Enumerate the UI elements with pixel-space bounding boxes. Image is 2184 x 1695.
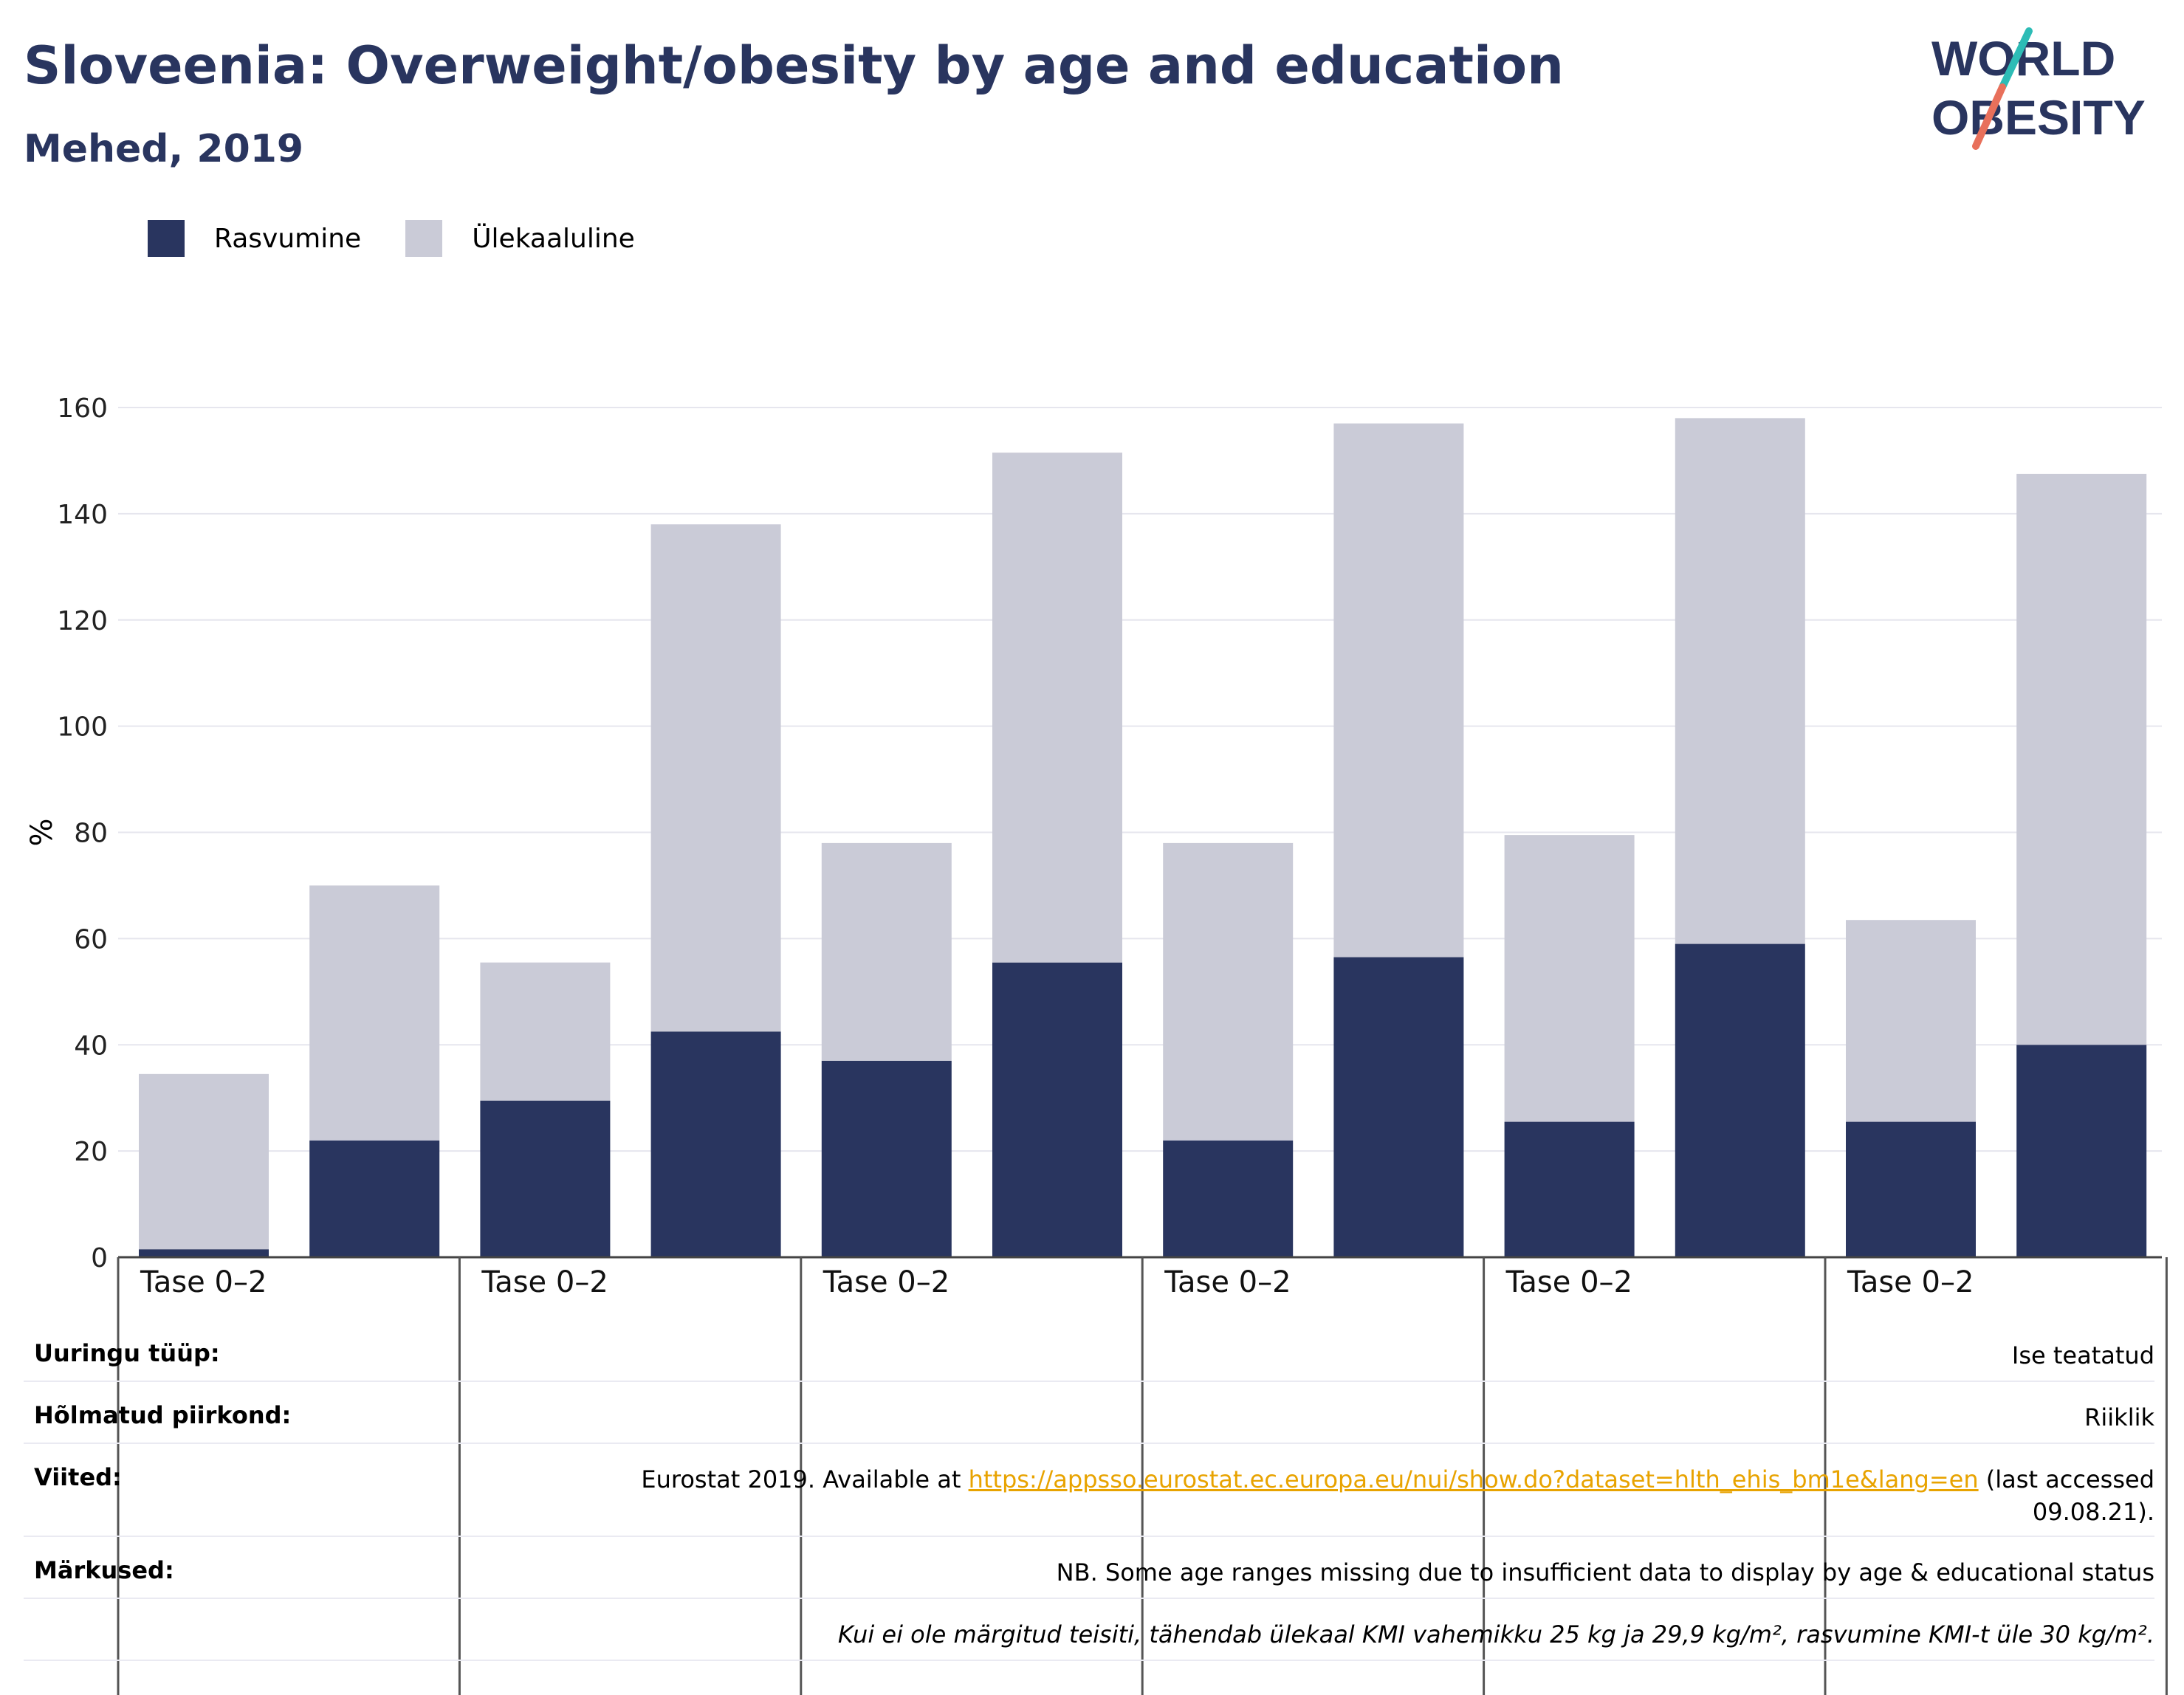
x-group-label-6: Tase 0–2 — [1847, 1265, 1974, 1299]
legend-swatch-ulekaaluline — [405, 220, 443, 257]
bar-ulekaaluline-10 — [1675, 418, 1805, 944]
info-label-references: Viited: — [34, 1463, 122, 1491]
x-group-label-1: Tase 0–2 — [140, 1265, 267, 1299]
info-value-survey-type: Ise teatatud — [2011, 1341, 2154, 1369]
bar-ulekaaluline-9 — [1504, 835, 1635, 1122]
info-row-coverage: Hõlmatud piirkond: Riiklik — [24, 1382, 2154, 1444]
bar-ulekaaluline-1 — [139, 1073, 269, 1250]
bar-rasvumine-10 — [1675, 943, 1805, 1257]
logo-line2: OBESITY — [1931, 90, 2146, 145]
info-label-notes: Märkused: — [34, 1556, 174, 1584]
legend-label-rasvumine: Rasvumine — [214, 223, 362, 254]
bar-rasvumine-4 — [650, 1031, 781, 1257]
info-row-definition: Kui ei ole märgitud teisiti, tähendab ül… — [24, 1599, 2154, 1661]
y-tick-label-140: 140 — [57, 500, 108, 530]
bar-ulekaaluline-5 — [821, 842, 952, 1061]
y-tick-label-120: 120 — [57, 606, 108, 636]
bar-rasvumine-9 — [1504, 1121, 1635, 1257]
info-row-survey-type: Uuringu tüüp: Ise teatatud — [24, 1320, 2154, 1382]
logo-slash-top — [1999, 27, 2033, 91]
legend-item-rasvumine[interactable]: Rasvumine — [148, 220, 361, 257]
bar-rasvumine-8 — [1333, 957, 1464, 1257]
legend-item-ulekaaluline[interactable]: Ülekaaluline — [405, 220, 635, 257]
bar-rasvumine-3 — [480, 1100, 611, 1257]
reference-suffix: (last accessed — [1978, 1465, 2154, 1493]
x-group-label-5: Tase 0–2 — [1505, 1265, 1632, 1299]
world-obesity-logo: WORLD OBESITY — [1931, 27, 2146, 150]
bar-rasvumine-5 — [821, 1060, 952, 1257]
logo-slash-bottom — [1972, 83, 2006, 150]
info-label-survey-type: Uuringu tüüp: — [34, 1339, 220, 1367]
legend-label-ulekaaluline: Ülekaaluline — [472, 223, 635, 254]
y-tick-label-100: 100 — [57, 712, 108, 743]
bar-rasvumine-6 — [992, 962, 1122, 1257]
legend: Rasvumine Ülekaaluline — [148, 218, 679, 259]
legend-swatch-rasvumine — [148, 220, 185, 257]
bar-rasvumine-11 — [1846, 1121, 1976, 1257]
reference-link[interactable]: https://appsso.eurostat.ec.europa.eu/nui… — [968, 1465, 1979, 1493]
bar-ulekaaluline-3 — [480, 962, 611, 1101]
y-tick-label-60: 60 — [74, 924, 108, 955]
reference-line2: 09.08.21). — [2032, 1498, 2154, 1526]
x-group-label-2: Tase 0–2 — [481, 1265, 608, 1299]
bar-ulekaaluline-8 — [1333, 423, 1464, 957]
info-value-references: Eurostat 2019. Available at https://apps… — [641, 1463, 2154, 1528]
bar-rasvumine-1 — [139, 1249, 269, 1257]
reference-prefix: Eurostat 2019. Available at — [641, 1465, 969, 1493]
info-value-definition: Kui ei ole märgitud teisiti, tähendab ül… — [837, 1620, 2154, 1648]
chart-subtitle: Mehed, 2019 — [24, 127, 304, 171]
info-value-notes: NB. Some age ranges missing due to insuf… — [1056, 1558, 2154, 1586]
x-group-label-4: Tase 0–2 — [1164, 1265, 1291, 1299]
y-tick-label-160: 160 — [57, 393, 108, 424]
info-value-coverage: Riiklik — [2084, 1403, 2154, 1431]
y-tick-label-80: 80 — [74, 819, 108, 849]
info-table: Uuringu tüüp: Ise teatatud Hõlmatud piir… — [24, 1320, 2154, 1661]
x-group-label-3: Tase 0–2 — [823, 1265, 950, 1299]
bar-ulekaaluline-7 — [1163, 842, 1294, 1141]
info-row-notes: Märkused: NB. Some age ranges missing du… — [24, 1537, 2154, 1599]
bar-rasvumine-7 — [1163, 1140, 1294, 1257]
bar-ulekaaluline-11 — [1846, 920, 1976, 1122]
bar-ulekaaluline-6 — [992, 453, 1122, 963]
chart-title: Sloveenia: Overweight/obesity by age and… — [24, 35, 1564, 96]
y-tick-label-20: 20 — [74, 1137, 108, 1167]
bar-rasvumine-2 — [309, 1140, 440, 1257]
y-tick-label-40: 40 — [74, 1031, 108, 1061]
bar-ulekaaluline-12 — [2016, 473, 2147, 1045]
bar-ulekaaluline-4 — [650, 524, 781, 1032]
bar-ulekaaluline-2 — [309, 885, 440, 1141]
bar-rasvumine-12 — [2016, 1045, 2147, 1257]
y-axis-label: % — [25, 818, 59, 846]
info-row-references: Viited: Eurostat 2019. Available at http… — [24, 1444, 2154, 1537]
info-label-coverage: Hõlmatud piirkond: — [34, 1401, 292, 1429]
y-tick-label-0: 0 — [91, 1243, 108, 1273]
